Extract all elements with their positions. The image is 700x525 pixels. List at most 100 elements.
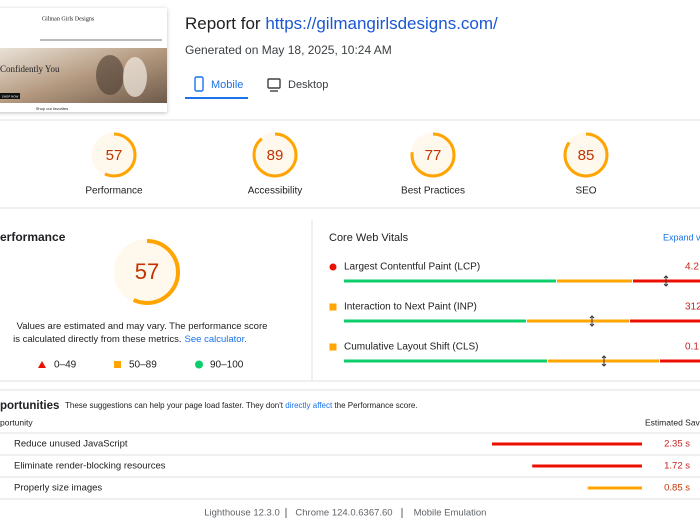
gauge-arc: [252, 132, 298, 178]
gauge-background: [91, 132, 137, 178]
directly-affect-link[interactable]: directly affect: [285, 401, 333, 410]
gauge-background: [114, 239, 180, 305]
score-label: Accessibility: [248, 186, 302, 197]
description-text: These suggestions can help your page loa…: [65, 401, 284, 410]
report-title-prefix: Report for: [185, 14, 261, 33]
gauge-background: [252, 132, 298, 178]
distribution-marker: [663, 275, 669, 287]
thumbnail-caption: Shop our favorites: [36, 106, 68, 111]
gauge-score: 77: [425, 147, 442, 164]
opportunity-name: Eliminate render-blocking resources: [14, 461, 166, 472]
metric-name: Cumulative Layout Shift (CLS): [344, 342, 479, 353]
footer-item: Lighthouse 12.3.0: [204, 508, 280, 519]
metric-value: 4.2: [685, 262, 699, 273]
gauge-arc: [114, 239, 180, 305]
score-gauge[interactable]: 85 SEO: [563, 132, 609, 197]
gauge-score: 57: [106, 147, 123, 164]
performance-title: erformance: [0, 230, 66, 244]
column-header: Estimated Savin: [645, 417, 700, 427]
report-title: Report for https://gilmangirlsdesigns.co…: [185, 14, 498, 33]
metric-value: 312 m: [685, 302, 700, 313]
status-icon: [329, 263, 337, 271]
note-line: is calculated directly from these metric…: [13, 334, 181, 345]
status-icon: [329, 343, 337, 351]
note-line: Values are estimated and may vary. The p…: [17, 321, 268, 332]
column-header: portunity: [0, 417, 33, 427]
savings-bar: [532, 464, 642, 468]
tab-label: Desktop: [288, 79, 328, 91]
hero-figure: [96, 55, 124, 95]
report-url[interactable]: https://gilmangirlsdesigns.com/: [265, 14, 498, 33]
opportunity-list: Reduce unused JavaScript 2.35 s Eliminate …: [0, 432, 700, 500]
legend-fail-icon: [38, 361, 46, 368]
generated-date: Generated on May 18, 2025, 10:24 AM: [185, 43, 392, 57]
opportunity-row[interactable]: Eliminate render-blocking resources 1.72 …: [14, 461, 690, 472]
tab-desktop[interactable]: Desktop: [267, 78, 328, 92]
gauge-score: 89: [267, 147, 284, 164]
expand-view-link[interactable]: Expand vi: [663, 232, 700, 242]
shop-button: [0, 93, 20, 99]
legend-label: 0–49: [54, 360, 77, 371]
mobile-icon: [194, 76, 204, 92]
tab-label: Mobile: [211, 79, 243, 91]
opportunity-row[interactable]: Reduce unused JavaScript 2.35 s: [14, 439, 690, 450]
nav-bar: [40, 39, 162, 41]
gauge-arc: [410, 132, 456, 178]
metric-value: 0.1: [685, 342, 699, 353]
footer: Lighthouse 12.3.0 Chrome 124.0.6367.60 Mob…: [204, 508, 486, 519]
score-label: SEO: [575, 186, 596, 197]
gauge-background: [410, 132, 456, 178]
distribution-average: [557, 279, 632, 283]
opportunity-name: Properly size images: [14, 483, 102, 494]
distribution-good: [344, 319, 526, 323]
score-gauges: 57 Performance 89 Accessibility 77 Best Pract…: [85, 132, 609, 197]
distribution-average: [527, 319, 629, 323]
distribution-good: [344, 359, 547, 363]
legend-label: 90–100: [210, 360, 244, 371]
score-label: Best Practices: [401, 186, 465, 197]
legend-label: 50–89: [129, 360, 157, 371]
description-text: the Performance score.: [334, 401, 417, 410]
distribution-good: [344, 279, 556, 283]
savings-bar: [492, 442, 642, 446]
score-label: Performance: [85, 186, 143, 197]
hero-text: Confidently You: [0, 64, 60, 74]
tab-underline: [185, 97, 248, 99]
opportunities-description: These suggestions can help your page loa…: [65, 401, 418, 410]
distribution-marker: [589, 315, 595, 327]
score-gauge[interactable]: 57 Performance: [85, 132, 143, 197]
performance-gauge: 57: [114, 239, 180, 305]
distribution-marker: [601, 355, 607, 367]
gauge-score: 57: [135, 259, 159, 284]
distribution-poor: [660, 359, 700, 363]
savings-bar: [587, 486, 642, 490]
metric-name: Interaction to Next Paint (INP): [344, 302, 477, 313]
gauge-background: [563, 132, 609, 178]
savings-label: 0.85 s: [664, 483, 690, 494]
performance-note: Values are estimated and may vary. The p…: [13, 321, 267, 345]
opportunity-name: Reduce unused JavaScript: [14, 439, 128, 450]
score-gauge[interactable]: 89 Accessibility: [248, 132, 302, 197]
gauge-arc: [563, 132, 609, 178]
gauge-arc: [91, 132, 137, 178]
opportunities-title: portunities: [0, 400, 59, 412]
footer-item: Chrome 124.0.6367.60: [295, 508, 392, 519]
site-thumbnail: Gilman Girls Designs Confidently You SHO…: [0, 8, 167, 112]
savings-label: 2.35 s: [664, 439, 690, 450]
hero-figure: [123, 57, 147, 97]
legend-pass-icon: [195, 360, 203, 369]
savings-label: 1.72 s: [664, 461, 690, 472]
desktop-icon: [267, 78, 281, 89]
site-name: Gilman Girls Designs: [42, 16, 95, 22]
calculator-link[interactable]: See calculator.: [185, 334, 247, 345]
legend-average-icon: [114, 361, 121, 368]
score-gauge[interactable]: 77 Best Practices: [401, 132, 465, 197]
cwv-title: Core Web Vitals: [329, 232, 409, 244]
status-icon: [329, 303, 337, 311]
distribution-poor: [630, 319, 700, 323]
shop-button-label: SHOP NOW: [2, 94, 19, 98]
tab-mobile[interactable]: Mobile: [185, 76, 248, 99]
opportunity-row[interactable]: Properly size images 0.85 s: [14, 483, 690, 494]
